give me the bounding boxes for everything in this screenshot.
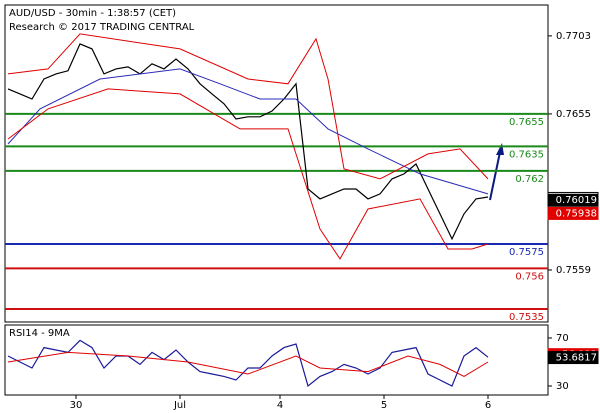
y-tick-label: 0.7655 — [556, 109, 591, 120]
x-tick-label: 4 — [277, 400, 283, 411]
level-label: 0.7635 — [509, 149, 544, 160]
y-tick-label: 30 — [556, 381, 569, 392]
price-panel — [4, 4, 549, 323]
series-line — [7, 68, 489, 195]
price-marker — [547, 351, 599, 365]
chart-subtitle: Research © 2017 TRADING CENTRAL — [9, 22, 195, 33]
series-line — [7, 33, 489, 180]
x-tick-label: 5 — [381, 400, 387, 411]
price-marker — [547, 193, 599, 207]
price-marker — [547, 206, 599, 220]
y-tick-label: 0.7559 — [556, 265, 591, 276]
price-marker-label: 0.75938 — [556, 208, 597, 219]
rsi-panel — [4, 324, 549, 396]
level-label: 0.7655 — [509, 117, 544, 128]
x-tick-label: 30 — [70, 400, 83, 411]
rsi-title: RSI14 - 9MA — [9, 328, 70, 339]
x-tick-label: Jul — [173, 400, 186, 411]
level-label: 0.762 — [515, 174, 544, 185]
series-line — [7, 43, 489, 241]
price-marker-label: 53.6817 — [556, 353, 597, 364]
level-label: 0.7575 — [509, 247, 544, 258]
y-tick-label: 0.7703 — [556, 31, 591, 42]
series-line — [7, 339, 489, 388]
x-tick-label: 6 — [485, 400, 491, 411]
price-marker-label: 0.76019 — [556, 195, 597, 206]
level-label: 0.756 — [515, 271, 544, 282]
chart-title: AUD/USD - 30min - 1:38:57 (CET) — [9, 8, 176, 19]
level-label: 0.7535 — [509, 312, 544, 323]
series-line — [7, 351, 489, 377]
y-tick-label: 70 — [556, 333, 569, 344]
series-line — [7, 88, 489, 260]
